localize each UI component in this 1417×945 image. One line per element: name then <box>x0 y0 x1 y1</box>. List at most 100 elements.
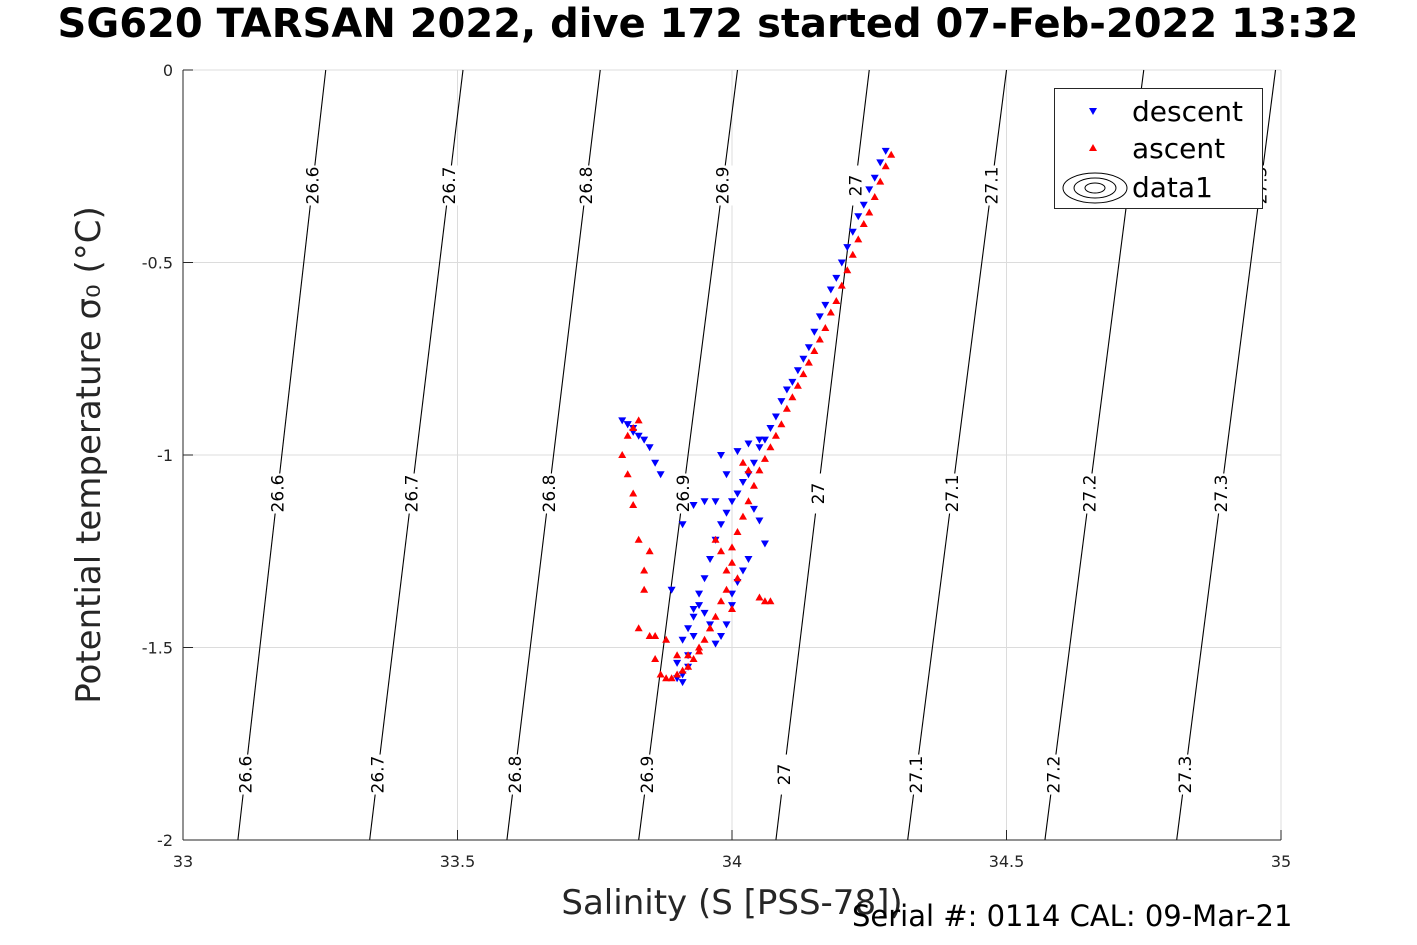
legend-descent-label: descent <box>1132 95 1243 128</box>
legend-data1-label: data1 <box>1132 171 1213 204</box>
descent-marker <box>755 436 764 444</box>
ascent-marker <box>760 454 769 462</box>
descent-marker <box>848 228 857 236</box>
descent-marker <box>684 625 693 633</box>
descent-marker <box>749 505 758 513</box>
descent-marker <box>689 613 698 621</box>
ascent-marker <box>656 670 665 678</box>
descent-marker <box>744 440 753 448</box>
descent-marker <box>832 274 841 282</box>
ascent-marker <box>689 655 698 663</box>
ascent-marker <box>673 651 682 659</box>
ascent-marker <box>662 674 671 682</box>
x-axis-label: Salinity (S [PSS-78]) <box>561 883 902 923</box>
descent-marker <box>760 540 769 548</box>
ascent-marker <box>793 381 802 389</box>
descent-marker <box>678 636 687 644</box>
isopycnal-label: 26.9 <box>674 475 694 513</box>
ascent-marker <box>706 624 715 632</box>
descent-marker <box>711 498 720 506</box>
ascent-marker <box>832 297 841 304</box>
descent-marker <box>760 436 769 444</box>
isopycnal-label: 27.1 <box>983 167 1003 205</box>
ascent-marker <box>881 162 890 170</box>
ascent-marker <box>848 250 857 258</box>
ascent-marker <box>722 585 731 593</box>
isopycnal-label: 26.9 <box>638 756 658 794</box>
isopycnal-label-bg <box>807 473 828 514</box>
ascent-marker <box>728 605 736 612</box>
isopycnal-label: 27 <box>846 175 866 197</box>
ascent-marker <box>662 635 671 643</box>
descent-marker <box>673 659 682 667</box>
isopycnal-label: 27 <box>775 764 795 786</box>
ascent-marker <box>695 647 704 655</box>
descent-marker <box>656 471 665 479</box>
ascent-marker <box>837 281 846 289</box>
y-axis-label: Potential temperature σ₀ (°C) <box>69 206 109 704</box>
ascent-marker <box>700 635 709 643</box>
ascent-marker <box>640 585 649 593</box>
ascent-marker <box>782 404 791 412</box>
ascent-marker <box>799 370 808 378</box>
descent-marker <box>618 417 627 425</box>
descent-marker <box>777 398 786 406</box>
ascent-marker <box>738 512 747 520</box>
descent-marker <box>738 567 747 575</box>
descent-marker <box>640 436 649 444</box>
isopycnal-label-bg <box>302 165 323 206</box>
isopycnal-label-bg <box>538 473 559 514</box>
y-tick-label: -1.5 <box>142 639 173 658</box>
legend-ascent-label: ascent <box>1132 132 1226 165</box>
ascent-marker <box>640 566 649 574</box>
ascent-marker <box>651 655 660 663</box>
isopycnal-label: 27.1 <box>907 756 927 794</box>
descent-marker <box>826 286 835 294</box>
ascent-marker <box>859 220 868 227</box>
ascent-marker <box>826 308 835 316</box>
chart-title: SG620 TARSAN 2022, dive 172 started 07-F… <box>57 1 1359 47</box>
isopycnal-label-bg <box>981 165 1002 206</box>
descent-marker <box>722 621 731 629</box>
isopycnal-label: 26.8 <box>577 167 597 205</box>
grid-lines <box>182 69 1282 841</box>
x-tick-label: 34 <box>722 852 742 871</box>
ascent-marker <box>629 489 638 497</box>
isopycnal-label-bg <box>267 473 288 514</box>
isopycnal-label-bg <box>1211 473 1232 514</box>
isopycnal-label-bg <box>1079 473 1100 514</box>
descent-marker <box>717 452 726 459</box>
ascent-marker <box>733 528 742 535</box>
descent-marker <box>689 502 698 510</box>
x-tick-label: 34.5 <box>989 852 1025 871</box>
descent-marker <box>651 459 660 467</box>
descent-marker <box>771 413 780 421</box>
ascent-marker <box>738 458 747 466</box>
axes <box>182 69 1282 841</box>
descent-marker <box>645 444 654 452</box>
serial-cal-footer: Serial #: 0114 CAL: 09-Mar-21 <box>852 899 1293 933</box>
descent-marker <box>700 609 709 617</box>
y-tick-label: -1 <box>157 446 173 465</box>
descent-marker <box>689 632 698 640</box>
isopycnal-label: 26.6 <box>268 475 288 513</box>
descent-marker <box>700 498 709 506</box>
isopycnal-label: 27.3 <box>1176 756 1196 794</box>
descent-marker <box>837 259 846 267</box>
ascent-marker <box>887 150 896 158</box>
descent-marker <box>695 602 704 610</box>
ascent-marker <box>684 662 693 670</box>
isopycnal-label: 27 <box>809 483 829 505</box>
descent-marker <box>711 640 720 648</box>
isopycnal-label-bg <box>367 754 388 795</box>
isopycnal-label-bg <box>401 473 422 514</box>
isopycnal-label: 27.2 <box>1080 475 1100 513</box>
descent-marker <box>667 586 676 594</box>
descent-marker <box>695 590 704 598</box>
x-tick-label: 33 <box>173 852 193 871</box>
descent-marker <box>678 521 687 529</box>
contour-icon <box>1062 172 1128 204</box>
ascent-marker <box>804 358 813 366</box>
isopycnal-label-bg <box>1043 754 1064 795</box>
x-tick-label: 35 <box>1271 852 1291 871</box>
